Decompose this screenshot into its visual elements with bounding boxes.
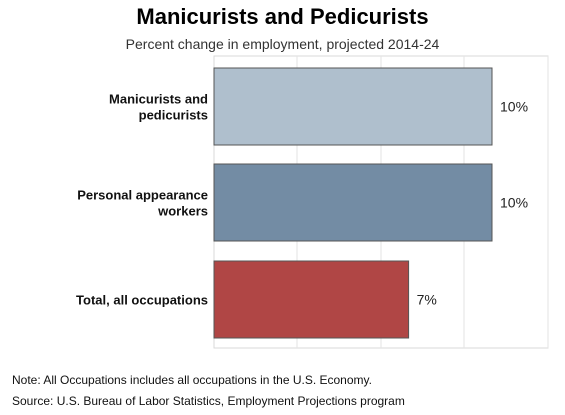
bar-1 (213, 67, 493, 146)
category-label-2: Personal appearance workers (77, 188, 208, 219)
bar-2 (213, 163, 493, 242)
value-labels: 10% 10% 7% (417, 99, 528, 308)
chart-title: Manicurists and Pedicurists (136, 4, 429, 29)
bars (213, 67, 493, 339)
chart-subtitle: Percent change in employment, projected … (125, 36, 440, 52)
bar-3 (213, 260, 410, 339)
category-label-3: Total, all occupations (76, 293, 208, 308)
chart-source: Source: U.S. Bureau of Labor Statistics,… (12, 394, 405, 408)
value-label-1: 10% (500, 99, 528, 115)
value-label-3: 7% (417, 292, 437, 308)
value-label-2: 10% (500, 195, 528, 211)
category-labels: Manicurists and pedicurists Personal appea… (76, 92, 208, 308)
category-label-1: Manicurists and pedicurists (109, 92, 208, 123)
chart-note: Note: All Occupations includes all occup… (12, 373, 372, 387)
